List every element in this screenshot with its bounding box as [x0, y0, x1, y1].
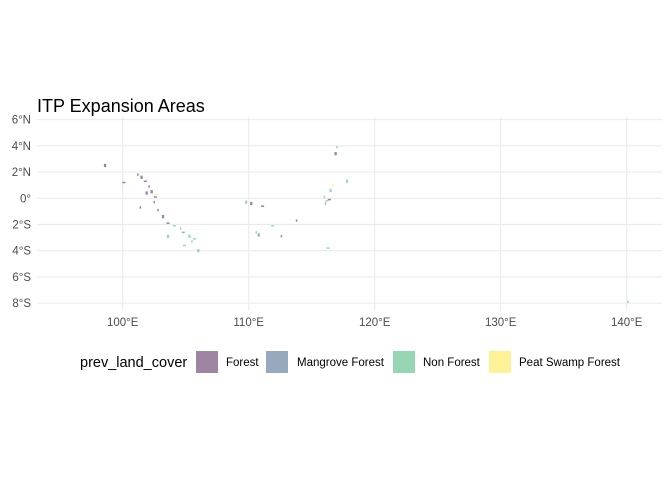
legend-swatch-non-forest [393, 351, 415, 373]
expansion-area-non-forest [166, 234, 170, 238]
expansion-area-forest [145, 191, 148, 195]
expansion-area-forest [166, 222, 170, 224]
expansion-area-forest [327, 198, 331, 201]
expansion-area-forest [148, 185, 150, 188]
legend-swatch-mangrove-forest [266, 351, 288, 373]
expansion-area-non-forest [627, 300, 629, 304]
lon-tick-label-100-e: 100°E [107, 317, 139, 329]
expansion-area-forest [143, 180, 147, 182]
grid-lines [37, 117, 662, 311]
expansion-area-non-forest [172, 225, 176, 227]
legend-item-forest: Forest [196, 351, 259, 373]
expansion-area-forest [103, 163, 107, 168]
expansion-areas [103, 145, 629, 304]
expansion-area-forest [139, 206, 142, 209]
legend: prev_land_cover Forest Mangrove Forest N… [80, 351, 621, 373]
legend-swatch-forest [196, 351, 218, 373]
legend-title: prev_land_cover [80, 355, 187, 371]
expansion-area-forest [261, 205, 265, 207]
legend-swatch-peat-swamp-forest [489, 351, 511, 373]
lat-tick-label-2-n: 2°N [12, 167, 31, 179]
expansion-area-non-forest [192, 238, 197, 240]
legend-item-peat-swamp-forest: Peat Swamp Forest [489, 351, 621, 373]
lat-tick-label-4-n: 4°N [12, 141, 31, 153]
expansion-area-forest [295, 219, 298, 222]
expansion-area-peat-swamp-forest [155, 193, 159, 196]
expansion-area-non-forest [245, 200, 248, 204]
expansion-area-non-forest [255, 231, 258, 234]
expansion-area-non-forest [329, 188, 332, 193]
expansion-area-peat-swamp-forest [332, 183, 334, 187]
expansion-area-forest [137, 173, 139, 176]
legend-label-forest: Forest [226, 357, 259, 369]
expansion-area-non-forest [182, 244, 186, 247]
lat-tick-label-8-s: 8°S [12, 298, 31, 310]
expansion-area-non-forest [345, 179, 349, 183]
expansion-area-forest [122, 181, 126, 184]
expansion-area-forest [140, 175, 143, 179]
expansion-area-non-forest [326, 247, 330, 249]
legend-item-mangrove-forest: Mangrove Forest [266, 351, 385, 373]
expansion-area-mangrove-forest [324, 202, 327, 205]
lon-tick-label-110-e: 110°E [233, 317, 264, 329]
lat-tick-label-0: 0° [20, 193, 31, 205]
expansion-area-non-forest [179, 227, 182, 230]
lon-tick-label-120-e: 120°E [359, 317, 391, 329]
lon-tick-label-130-e: 130°E [485, 317, 517, 329]
lon-tick-label-140-e: 140°E [611, 317, 643, 329]
legend-label-mangrove-forest: Mangrove Forest [297, 357, 385, 369]
expansion-area-forest [150, 190, 153, 194]
expansion-area-forest [153, 196, 157, 198]
plot-title: ITP Expansion Areas [37, 96, 205, 116]
lat-tick-label-6-s: 6°S [12, 272, 31, 284]
expansion-area-non-forest [323, 195, 326, 199]
expansion-area-non-forest [336, 145, 338, 149]
expansion-area-non-forest [188, 234, 191, 238]
expansion-area-non-forest [271, 225, 275, 227]
legend-item-non-forest: Non Forest [393, 351, 481, 373]
expansion-area-forest [250, 201, 253, 206]
lat-tick-label-6-n: 6°N [12, 115, 31, 127]
legend-label-non-forest: Non Forest [423, 357, 481, 369]
latitude-labels: 6°N 4°N 2°N 0° 2°S 4°S 6°S 8°S [12, 115, 32, 311]
longitude-labels: 100°E 110°E 120°E 130°E 140°E [107, 317, 643, 329]
expansion-area-non-forest [325, 200, 329, 202]
expansion-area-forest [280, 235, 283, 238]
expansion-area-non-forest [191, 240, 193, 243]
expansion-area-mangrove-forest [257, 233, 260, 237]
expansion-area-forest [334, 152, 337, 156]
legend-label-peat-swamp-forest: Peat Swamp Forest [519, 357, 621, 369]
expansion-area-forest [161, 214, 165, 219]
expansion-area-forest [153, 201, 155, 204]
expansion-area-forest [157, 208, 159, 212]
lat-tick-label-4-s: 4°S [12, 246, 31, 258]
expansion-area-non-forest [197, 249, 200, 253]
lat-tick-label-2-s: 2°S [12, 219, 31, 231]
expansion-area-mangrove-forest [181, 231, 185, 234]
